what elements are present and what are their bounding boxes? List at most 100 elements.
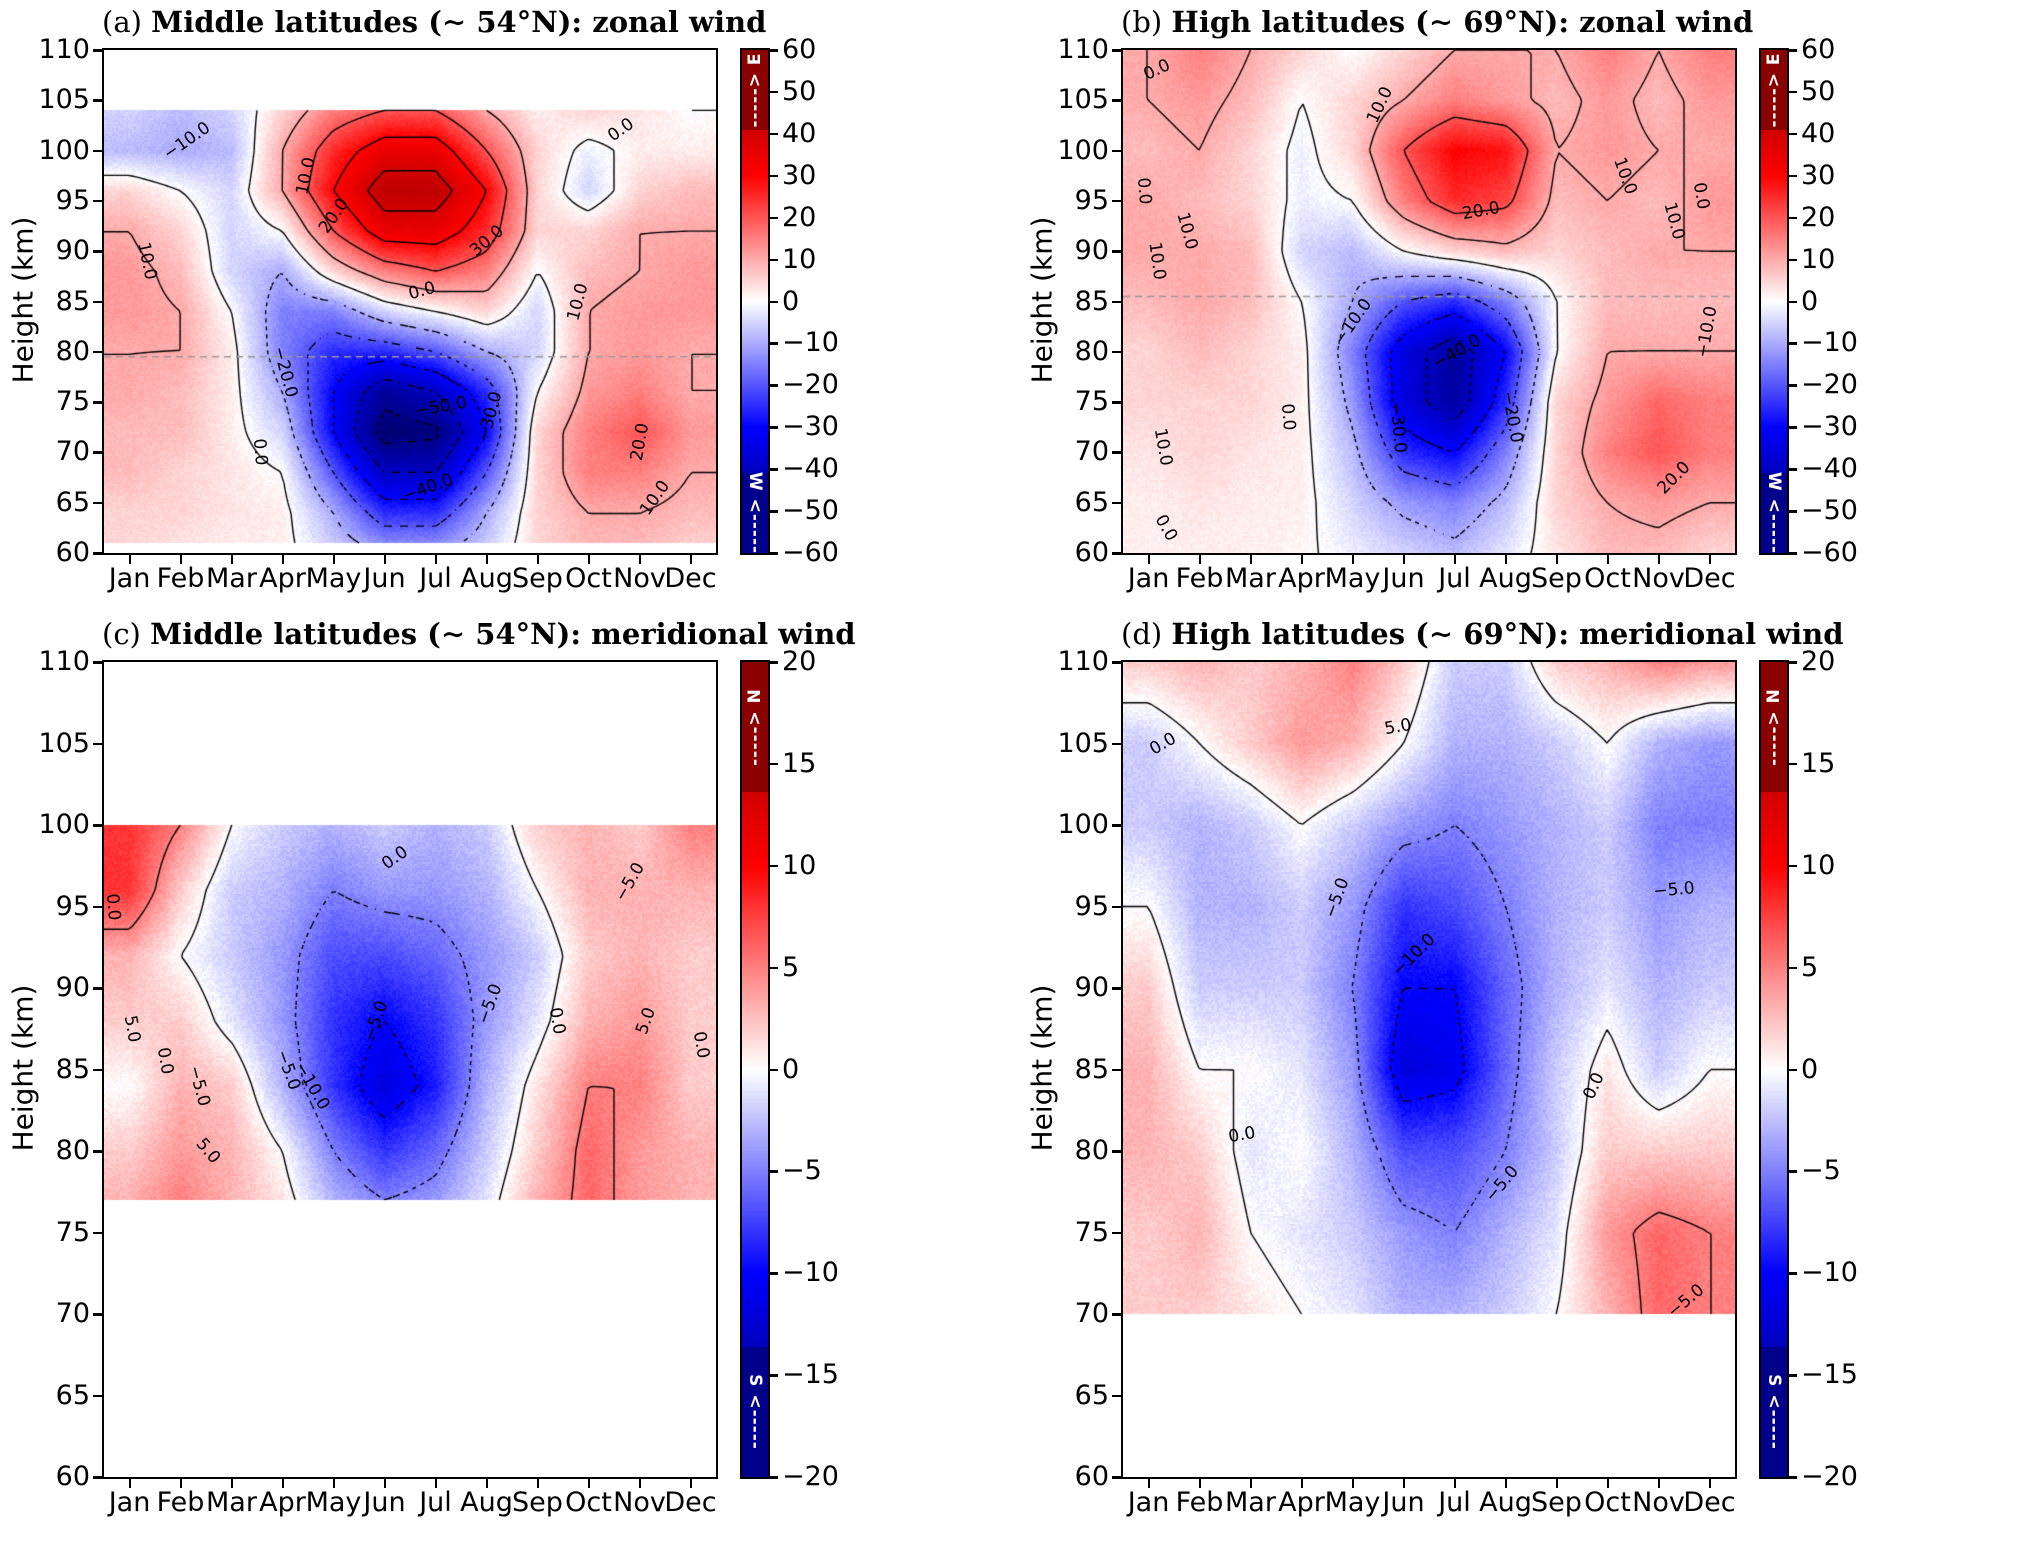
x-tick-label: Aug <box>1479 1487 1532 1518</box>
panel-title-prefix: (b) <box>1121 5 1163 39</box>
x-tick-label: Aug <box>1479 563 1532 594</box>
x-tick-label: May <box>305 563 362 594</box>
y-tick-mark <box>1112 1231 1121 1234</box>
x-tick-label: Feb <box>1175 563 1224 594</box>
y-tick-label: 65 <box>55 486 90 518</box>
colorbar-tick-label: −60 <box>1801 537 1858 568</box>
colorbar-tick-label: −50 <box>782 495 839 527</box>
y-tick-mark <box>93 300 102 303</box>
x-tick-mark <box>1402 555 1405 564</box>
colorbar-tick-mark <box>769 132 778 136</box>
colorbar-tick-mark <box>1788 426 1797 429</box>
y-tick-label: 105 <box>1057 727 1109 759</box>
colorbar-tick-mark <box>1788 552 1797 555</box>
y-tick-label: 105 <box>1057 84 1109 116</box>
colorbar-tick-mark <box>1788 132 1797 136</box>
colorbar-tick-mark <box>769 49 778 52</box>
panel-title-main: Middle latitudes (∼ 54°N): meridional wi… <box>150 617 856 651</box>
y-tick-label: 105 <box>38 727 90 759</box>
y-tick-mark <box>1112 501 1121 505</box>
colorbar: -----> E W <----- 60 50 40 30 20 10 0 −10 −20 −30… <box>1759 35 1858 568</box>
colorbar-south-box: S <----- <box>1761 1347 1787 1477</box>
x-tick-mark <box>1555 555 1558 564</box>
colorbar-tick-mark <box>769 90 778 94</box>
x-tick-label: Mar <box>206 1487 257 1518</box>
y-tick-mark <box>1112 905 1121 908</box>
panel-a-zonal-mid-latitudes: (a) Middle latitudes (∼ 54°N): zonal win… <box>0 0 1019 612</box>
colorbar-tick-mark <box>1788 342 1797 345</box>
colorbar-tick-label: 50 <box>1801 75 1836 107</box>
colorbar-tick-mark <box>769 342 778 345</box>
x-tick-label: Apr <box>1278 1487 1325 1518</box>
colorbar-tick-label: 5 <box>782 951 800 983</box>
colorbar-tick-mark <box>769 1476 778 1479</box>
colorbar-tick-label: −5 <box>1801 1155 1841 1187</box>
y-tick-mark <box>1112 661 1121 664</box>
y-tick-label: 105 <box>38 84 90 116</box>
y-tick-mark <box>1112 49 1121 52</box>
y-tick-mark <box>1112 742 1121 745</box>
colorbar-tick-label: −50 <box>1801 495 1858 527</box>
x-tick-mark <box>128 555 131 564</box>
y-tick-mark <box>1112 250 1121 253</box>
colorbar-tick-label: 50 <box>782 75 817 107</box>
colorbar-canvas <box>1761 662 1787 1477</box>
x-tick-mark <box>1606 1479 1609 1488</box>
y-tick-mark <box>1112 824 1121 827</box>
y-tick-label: 60 <box>55 1461 90 1492</box>
colorbar-tick-mark <box>1788 1272 1797 1275</box>
panel-title-prefix: (a) <box>102 5 142 39</box>
colorbar-south-box: S <----- <box>742 1347 768 1477</box>
colorbar-tick-label: 30 <box>782 159 817 191</box>
y-tick-label: 70 <box>55 436 90 468</box>
plot-area: 110 105 100 95 90 85 80 75 70 65 60 Jan Feb Mar Apr May… <box>38 35 718 594</box>
x-tick-mark <box>281 555 284 564</box>
colorbar-tick-label: −60 <box>782 537 839 568</box>
x-tick-mark <box>587 555 590 564</box>
y-tick-mark <box>1112 451 1121 454</box>
y-tick-mark <box>1112 1476 1121 1479</box>
colorbar-tick-mark <box>769 864 778 868</box>
panel-title: (c) Middle latitudes (∼ 54°N): meridiona… <box>102 616 856 652</box>
x-tick-mark <box>434 555 437 564</box>
x-tick-label: Jun <box>363 563 406 594</box>
panel-title-prefix: (d) <box>1121 617 1163 651</box>
heatmap-canvas <box>1123 662 1735 1477</box>
colorbar: -----> E W <----- 60 50 40 30 20 10 0 −10 −20 −30… <box>740 35 839 568</box>
x-tick-label: Nov <box>613 1487 666 1518</box>
colorbar-tick-label: 0 <box>782 285 800 317</box>
x-tick-label: Dec <box>664 563 717 594</box>
x-tick-label: Oct <box>565 1487 612 1518</box>
x-tick-label: Jun <box>1382 563 1425 594</box>
colorbar-tick-label: −40 <box>1801 453 1858 485</box>
colorbar-tick-label: −20 <box>1801 1461 1858 1492</box>
colorbar-tick-label: 10 <box>1801 243 1836 275</box>
y-tick-mark <box>93 742 102 745</box>
panel-d-meridional-high-latitudes: (d) High latitudes (∼ 69°N): meridional … <box>1019 612 2038 1554</box>
panel-title-main: High latitudes (∼ 69°N): zonal wind <box>1171 5 1754 39</box>
y-tick-label: 75 <box>55 1216 90 1248</box>
y-tick-mark <box>93 451 102 454</box>
colorbar-tick-mark <box>769 510 778 513</box>
heatmap-canvas <box>104 662 716 1477</box>
y-tick-mark <box>93 1313 102 1316</box>
x-tick-mark <box>1198 555 1201 564</box>
y-tick-mark <box>93 350 102 354</box>
colorbar-west-box: W <----- <box>742 472 768 554</box>
y-tick-mark <box>1112 199 1121 203</box>
y-tick-label: 100 <box>1057 134 1109 166</box>
colorbar-tick-mark <box>1788 49 1797 52</box>
y-tick-mark <box>93 149 102 153</box>
x-tick-label: Jun <box>1382 1487 1425 1518</box>
y-axis-label: Height (km) <box>1025 216 1059 383</box>
y-tick-mark <box>1112 1313 1121 1316</box>
x-tick-mark <box>1249 555 1252 564</box>
y-tick-label: 100 <box>38 809 90 840</box>
x-tick-mark <box>1300 1479 1303 1488</box>
x-tick-label: Sep <box>512 1487 563 1518</box>
x-tick-mark <box>332 1479 335 1488</box>
y-tick-label: 60 <box>1074 1461 1109 1492</box>
y-tick-mark <box>1112 987 1121 990</box>
panel-c-meridional-mid-latitudes: (c) Middle latitudes (∼ 54°N): meridiona… <box>0 612 1019 1554</box>
colorbar-south-label: S <----- <box>1764 1374 1784 1450</box>
